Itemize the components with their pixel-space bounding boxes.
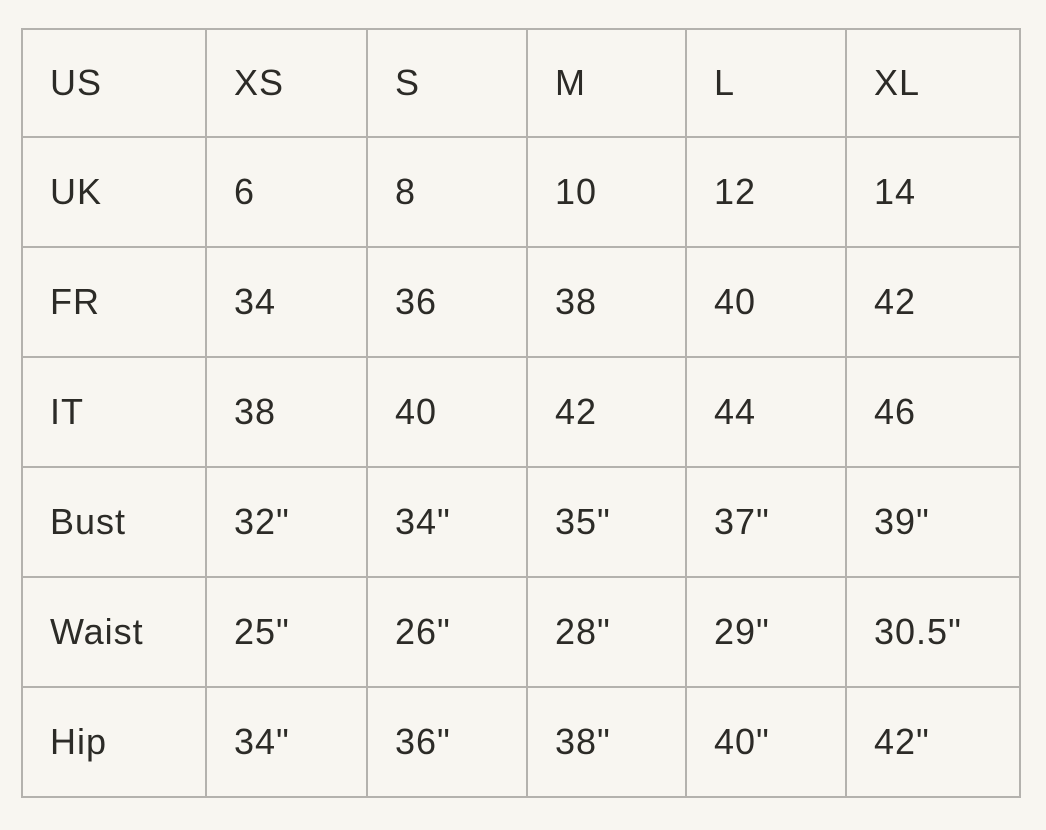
table-row-uk: UK 6 8 10 12 14: [21, 136, 1021, 248]
cell: 34": [205, 686, 368, 798]
cell: 36": [366, 686, 528, 798]
cell: 32": [205, 466, 368, 578]
cell: 29": [685, 576, 847, 688]
cell: 44: [685, 356, 847, 468]
row-label: Waist: [21, 576, 207, 688]
table-row-bust: Bust 32" 34" 35" 37" 39": [21, 466, 1021, 578]
table-body: UK 6 8 10 12 14 FR 34 36 38 40 42 IT 38 …: [21, 136, 1021, 798]
table-row-hip: Hip 34" 36" 38" 40" 42": [21, 686, 1021, 798]
cell: 28": [526, 576, 687, 688]
cell: 14: [845, 136, 1021, 248]
cell: 39": [845, 466, 1021, 578]
size-conversion-table: US XS S M L XL UK 6 8 10 12 14 FR 34 36 …: [21, 28, 1021, 798]
column-header-s: S: [366, 28, 528, 138]
table-row-fr: FR 34 36 38 40 42: [21, 246, 1021, 358]
cell: 42: [845, 246, 1021, 358]
cell: 8: [366, 136, 528, 248]
row-label: FR: [21, 246, 207, 358]
cell: 34": [366, 466, 528, 578]
column-header-us: US: [21, 28, 207, 138]
table-row-waist: Waist 25" 26" 28" 29" 30.5": [21, 576, 1021, 688]
cell: 25": [205, 576, 368, 688]
cell: 40": [685, 686, 847, 798]
cell: 6: [205, 136, 368, 248]
cell: 35": [526, 466, 687, 578]
table-header: US XS S M L XL: [21, 28, 1021, 138]
cell: 26": [366, 576, 528, 688]
cell: 38: [526, 246, 687, 358]
cell: 46: [845, 356, 1021, 468]
row-label: IT: [21, 356, 207, 468]
cell: 12: [685, 136, 847, 248]
cell: 38: [205, 356, 368, 468]
header-row: US XS S M L XL: [21, 28, 1021, 138]
cell: 37": [685, 466, 847, 578]
cell: 40: [685, 246, 847, 358]
cell: 40: [366, 356, 528, 468]
column-header-l: L: [685, 28, 847, 138]
cell: 30.5": [845, 576, 1021, 688]
cell: 42: [526, 356, 687, 468]
table-row-it: IT 38 40 42 44 46: [21, 356, 1021, 468]
cell: 42": [845, 686, 1021, 798]
column-header-xl: XL: [845, 28, 1021, 138]
cell: 10: [526, 136, 687, 248]
cell: 36: [366, 246, 528, 358]
row-label: Bust: [21, 466, 207, 578]
column-header-m: M: [526, 28, 687, 138]
cell: 38": [526, 686, 687, 798]
row-label: UK: [21, 136, 207, 248]
column-header-xs: XS: [205, 28, 368, 138]
row-label: Hip: [21, 686, 207, 798]
cell: 34: [205, 246, 368, 358]
